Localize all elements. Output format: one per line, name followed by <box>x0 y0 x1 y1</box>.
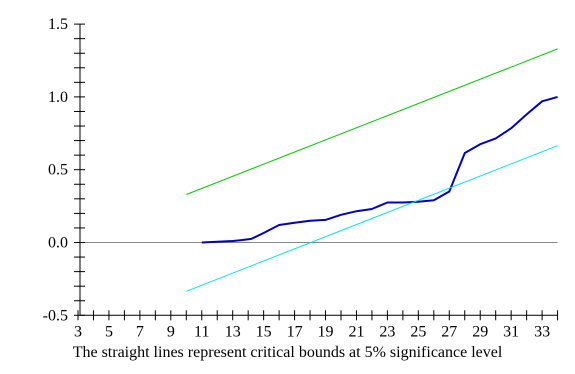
x-tick-label: 19 <box>318 323 334 340</box>
x-tick-label: 25 <box>410 323 426 340</box>
cusum-series-line <box>201 95 558 244</box>
x-tick-label: 3 <box>74 323 82 340</box>
x-tick-label: 17 <box>287 323 303 340</box>
y-tick-label: 1.0 <box>48 89 68 106</box>
x-tick-label: 23 <box>379 323 395 340</box>
x-tick-label: 11 <box>194 323 209 340</box>
x-tick-label: 9 <box>167 323 175 340</box>
upper-bound-line <box>186 48 558 195</box>
x-tick-label: 15 <box>256 323 272 340</box>
x-tick-label: 31 <box>503 323 519 340</box>
x-tick-label: 29 <box>472 323 488 340</box>
x-tick-label: 27 <box>441 323 457 340</box>
series-layer <box>186 48 558 292</box>
x-tick-label: 21 <box>348 323 364 340</box>
x-tick-label: 13 <box>225 323 241 340</box>
y-tick-label: 0.5 <box>48 162 68 179</box>
lower-bound-line <box>186 145 558 292</box>
x-tick-label: 7 <box>136 323 144 340</box>
y-tick-label: -0.5 <box>43 307 68 324</box>
y-tick-label: 0.0 <box>48 235 68 252</box>
x-tick-label: 33 <box>534 323 550 340</box>
x-tick-label: 5 <box>105 323 113 340</box>
axes: -0.5 0.0 0.5 1.0 1.5 3 5 7 9 11 13 15 17 19 21 23 25 27 29… <box>43 16 559 340</box>
chart-caption: The straight lines represent critical bo… <box>72 344 503 361</box>
y-tick-label: 1.5 <box>48 16 68 33</box>
